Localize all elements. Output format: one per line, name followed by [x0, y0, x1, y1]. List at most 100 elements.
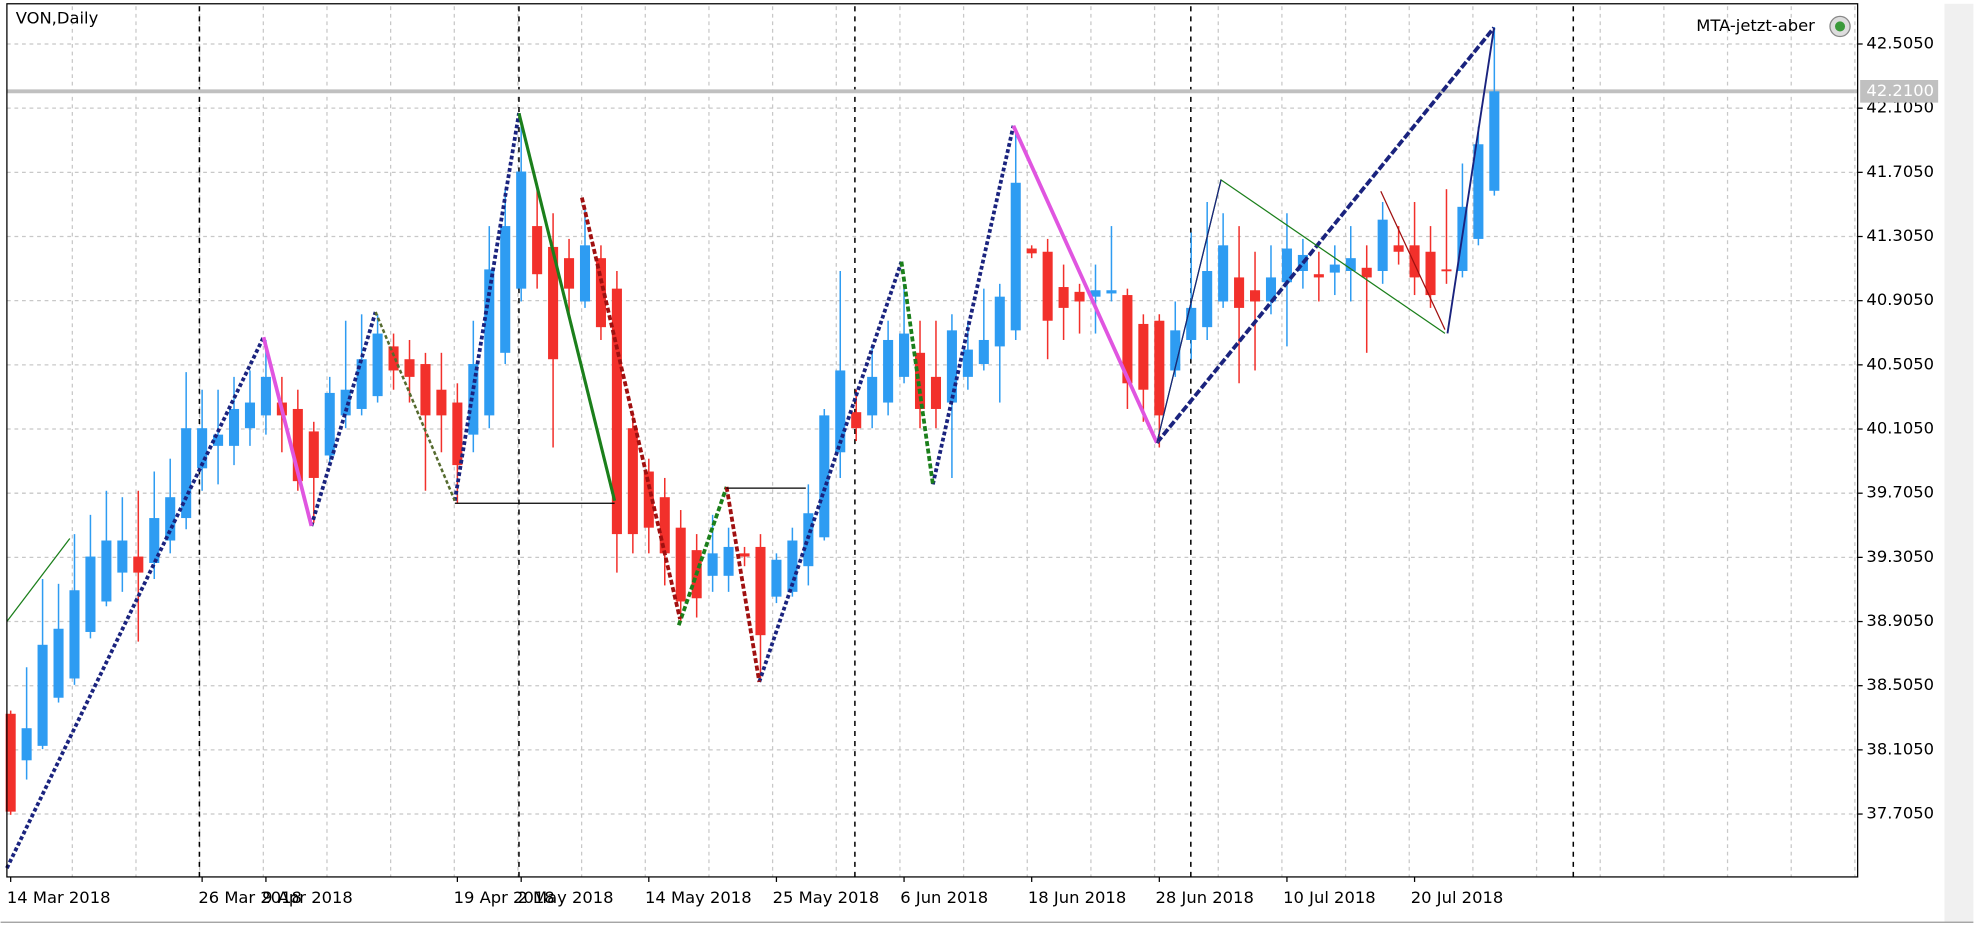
candle-body — [611, 288, 622, 535]
candle-body — [899, 333, 910, 377]
candle-body — [244, 402, 256, 429]
x-tick-label: 19 Apr 2018 — [454, 888, 555, 907]
candle-body — [787, 540, 798, 592]
x-tick-label: 20 Jul 2018 — [1411, 888, 1504, 907]
x-tick-label: 25 May 2018 — [773, 888, 880, 907]
candle-body — [1106, 290, 1117, 294]
candle-body — [436, 389, 447, 416]
candle-body — [978, 339, 989, 365]
x-tick-label: 28 Jun 2018 — [1156, 888, 1254, 907]
candle-body — [1425, 251, 1436, 296]
candle-body — [197, 428, 208, 469]
candle-body — [85, 556, 96, 632]
candle-body — [324, 392, 335, 456]
candle-body — [228, 408, 240, 446]
x-tick-label: 26 Mar 2018 — [198, 888, 302, 907]
candle-body — [1329, 264, 1340, 273]
zigzag — [309, 311, 378, 527]
candle-body — [404, 359, 415, 377]
zigzag — [1155, 26, 1496, 445]
candle-body — [21, 728, 32, 761]
candle-body — [851, 412, 862, 429]
candle-body — [1361, 267, 1372, 278]
candle-body — [181, 428, 192, 519]
zigzag — [261, 336, 314, 527]
candle-body — [819, 415, 830, 538]
x-tick-label: 14 Mar 2018 — [7, 888, 111, 907]
candle-body — [914, 352, 926, 409]
candle-body — [388, 346, 399, 371]
y-tick-label: 41.3050 — [1866, 226, 1934, 245]
candle-body — [1042, 251, 1053, 321]
y-tick-label: 40.5050 — [1866, 354, 1934, 373]
candle-body — [420, 364, 431, 416]
candle-body — [1234, 277, 1245, 308]
candle-body — [53, 628, 64, 698]
x-tick-label: 6 Jun 2018 — [900, 888, 988, 907]
candle-body — [516, 171, 527, 289]
candle-body — [946, 330, 957, 403]
y-tick-label: 38.1050 — [1866, 739, 1934, 758]
axes: 42.505042.105041.705041.305040.905040.50… — [7, 33, 1939, 907]
candle-body — [595, 258, 606, 328]
candle-body — [643, 471, 654, 528]
candle-body — [1265, 277, 1277, 302]
chart-title: VON,Daily — [16, 8, 99, 27]
candle-body — [962, 349, 973, 377]
candle-body — [69, 590, 80, 679]
candle-body — [1250, 290, 1261, 302]
candle-body — [1122, 295, 1133, 384]
candle-body — [723, 546, 734, 576]
zigzag — [931, 125, 1016, 485]
candle-body — [372, 333, 383, 397]
zigzag — [724, 486, 762, 683]
x-tick-label: 10 Jul 2018 — [1283, 888, 1376, 907]
y-tick-label: 38.5050 — [1866, 675, 1934, 694]
candle-body — [37, 644, 48, 746]
candles — [5, 27, 1500, 815]
zigzag — [374, 311, 456, 502]
candle-body — [1313, 274, 1324, 278]
y-tick-label: 42.5050 — [1866, 33, 1934, 52]
grid — [6, 6, 1858, 877]
candle-body — [867, 376, 878, 416]
x-tick-label: 2 May 2018 — [517, 888, 613, 907]
candle-body — [1170, 330, 1181, 371]
x-tick-label: 18 Jun 2018 — [1028, 888, 1126, 907]
candle-body — [659, 497, 670, 554]
y-tick-label: 41.7050 — [1866, 162, 1934, 181]
y-tick-label: 37.7050 — [1866, 804, 1934, 823]
candle-body — [149, 518, 160, 563]
candle-body — [579, 245, 591, 302]
candle-body — [5, 713, 16, 812]
y-tick-label: 39.3050 — [1866, 547, 1934, 566]
y-tick-label: 38.9050 — [1866, 611, 1934, 630]
candle-body — [292, 408, 303, 482]
candle-body — [1473, 144, 1484, 239]
candle-body — [1377, 219, 1388, 271]
candle-body — [532, 226, 543, 275]
candle-body — [1074, 291, 1085, 302]
candle-body — [1138, 323, 1149, 390]
candle-body — [707, 553, 718, 576]
y-tick-label: 40.1050 — [1866, 419, 1934, 438]
candle-body — [484, 269, 495, 416]
candle-body — [117, 540, 128, 573]
candle-body — [1441, 269, 1452, 272]
y-tick-label: 40.9050 — [1866, 290, 1934, 309]
zigzag-drawings — [5, 26, 1496, 869]
candle-body — [883, 339, 894, 403]
candle-body — [548, 246, 559, 360]
zigzag — [517, 112, 617, 502]
candle-body — [1026, 248, 1037, 254]
indicator-icon-dot — [1834, 21, 1846, 32]
x-tick-label: 9 Apr 2018 — [262, 888, 353, 907]
candle-body — [771, 559, 782, 597]
candle-body — [1393, 245, 1404, 252]
plot-frame — [6, 3, 1859, 878]
candle-body — [1186, 307, 1197, 340]
candle-body — [675, 527, 686, 602]
candle-body — [1345, 258, 1356, 271]
candle-body — [755, 546, 766, 636]
